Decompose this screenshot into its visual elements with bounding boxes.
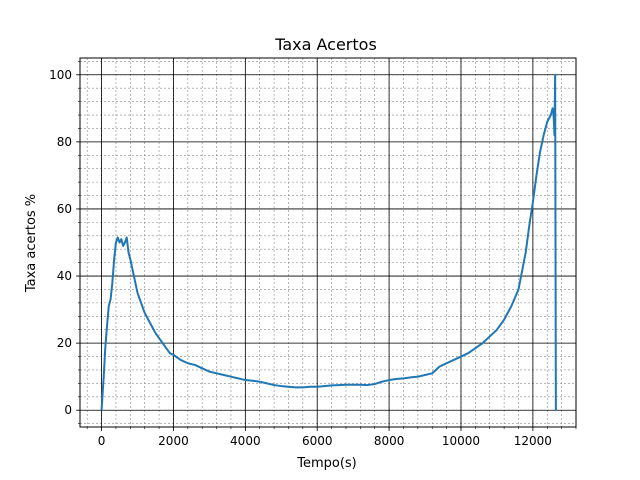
y-tick-label: 0 xyxy=(64,403,72,417)
y-tick-label: 100 xyxy=(49,68,72,82)
major-grid xyxy=(80,58,576,427)
y-tick-label: 20 xyxy=(57,336,72,350)
y-tick-label: 80 xyxy=(57,135,72,149)
x-tick-label: 12000 xyxy=(514,434,552,448)
series-line-0 xyxy=(100,73,557,412)
y-axis-label: Taxa acertos % xyxy=(24,194,39,293)
y-tick-label: 40 xyxy=(57,269,72,283)
x-tick-label: 6000 xyxy=(302,434,333,448)
chart-title: Taxa Acertos xyxy=(274,35,377,54)
y-tick-label: 60 xyxy=(57,202,72,216)
x-tick-label: 10000 xyxy=(442,434,480,448)
x-tick-label: 8000 xyxy=(374,434,405,448)
x-tick-label: 2000 xyxy=(158,434,189,448)
x-tick-label: 4000 xyxy=(230,434,261,448)
plot-frame xyxy=(79,57,577,428)
x-tick-label: 0 xyxy=(98,434,106,448)
x-axis-ticks: 0 2000 4000 6000 8000 10000 12000 xyxy=(86,427,577,448)
y-axis-ticks: 0 20 40 60 80 100 xyxy=(49,61,80,424)
series-layer xyxy=(100,73,557,412)
x-axis-label: Tempo(s) xyxy=(296,456,357,471)
